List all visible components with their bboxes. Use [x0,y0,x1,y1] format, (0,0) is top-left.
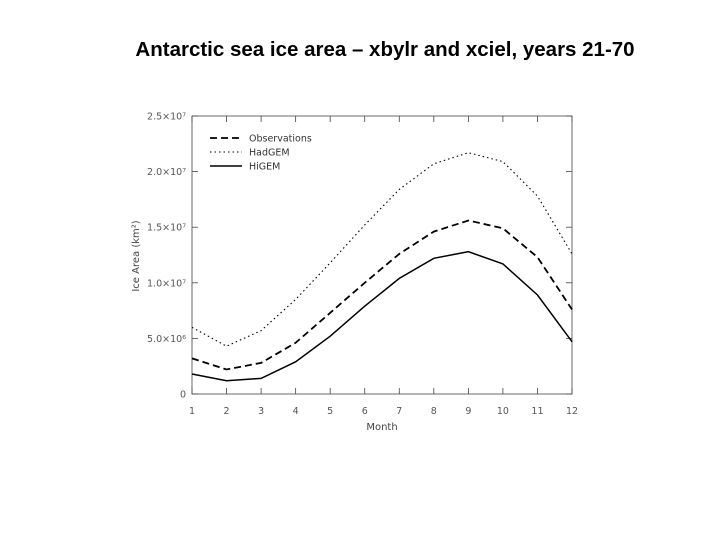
x-tick-label: 4 [293,406,299,417]
x-tick-label: 9 [465,406,471,417]
y-axis-title: Ice Area (km²) [131,220,142,291]
x-tick-label: 3 [258,406,264,417]
x-tick-label: 5 [327,406,333,417]
plot-frame [191,115,573,395]
y-tick-label: 1.0×10⁷ [147,278,186,289]
series-lines [191,152,573,382]
x-axis-title: Month [366,422,397,433]
x-tick-label: 10 [497,406,509,417]
series-line-observations [191,219,573,371]
legend: Observations HadGEM HiGEM [210,134,312,173]
x-tick-label: 7 [396,406,402,417]
x-tick-label: 8 [431,406,437,417]
x-tick-label: 2 [224,406,230,417]
y-tick-label: 5.0×10⁶ [147,334,186,345]
y-tick-label: 2.5×10⁷ [147,112,186,123]
x-tick-label: 1 [189,406,195,417]
y-axis: 0 5.0×10⁶ 1.0×10⁷ 1.5×10⁷ 2.0×10⁷ 2.5×10⁷ [147,112,572,401]
x-tick-label: 6 [362,406,368,417]
x-axis: 1 2 3 4 5 6 7 8 9 10 11 12 [189,116,578,417]
x-tick-label: 12 [566,406,578,417]
y-tick-label: 0 [180,390,186,401]
y-tick-label: 2.0×10⁷ [147,167,186,178]
chart-title: Antarctic sea ice area – xbylr and xciel… [135,38,635,61]
legend-label: HiGEM [249,162,280,173]
series-line-higem [191,250,573,382]
y-tick-label: 1.5×10⁷ [147,223,186,234]
legend-label: Observations [249,134,312,145]
legend-label: HadGEM [249,148,290,159]
series-line-hadgem [191,152,573,347]
x-tick-label: 11 [531,406,543,417]
